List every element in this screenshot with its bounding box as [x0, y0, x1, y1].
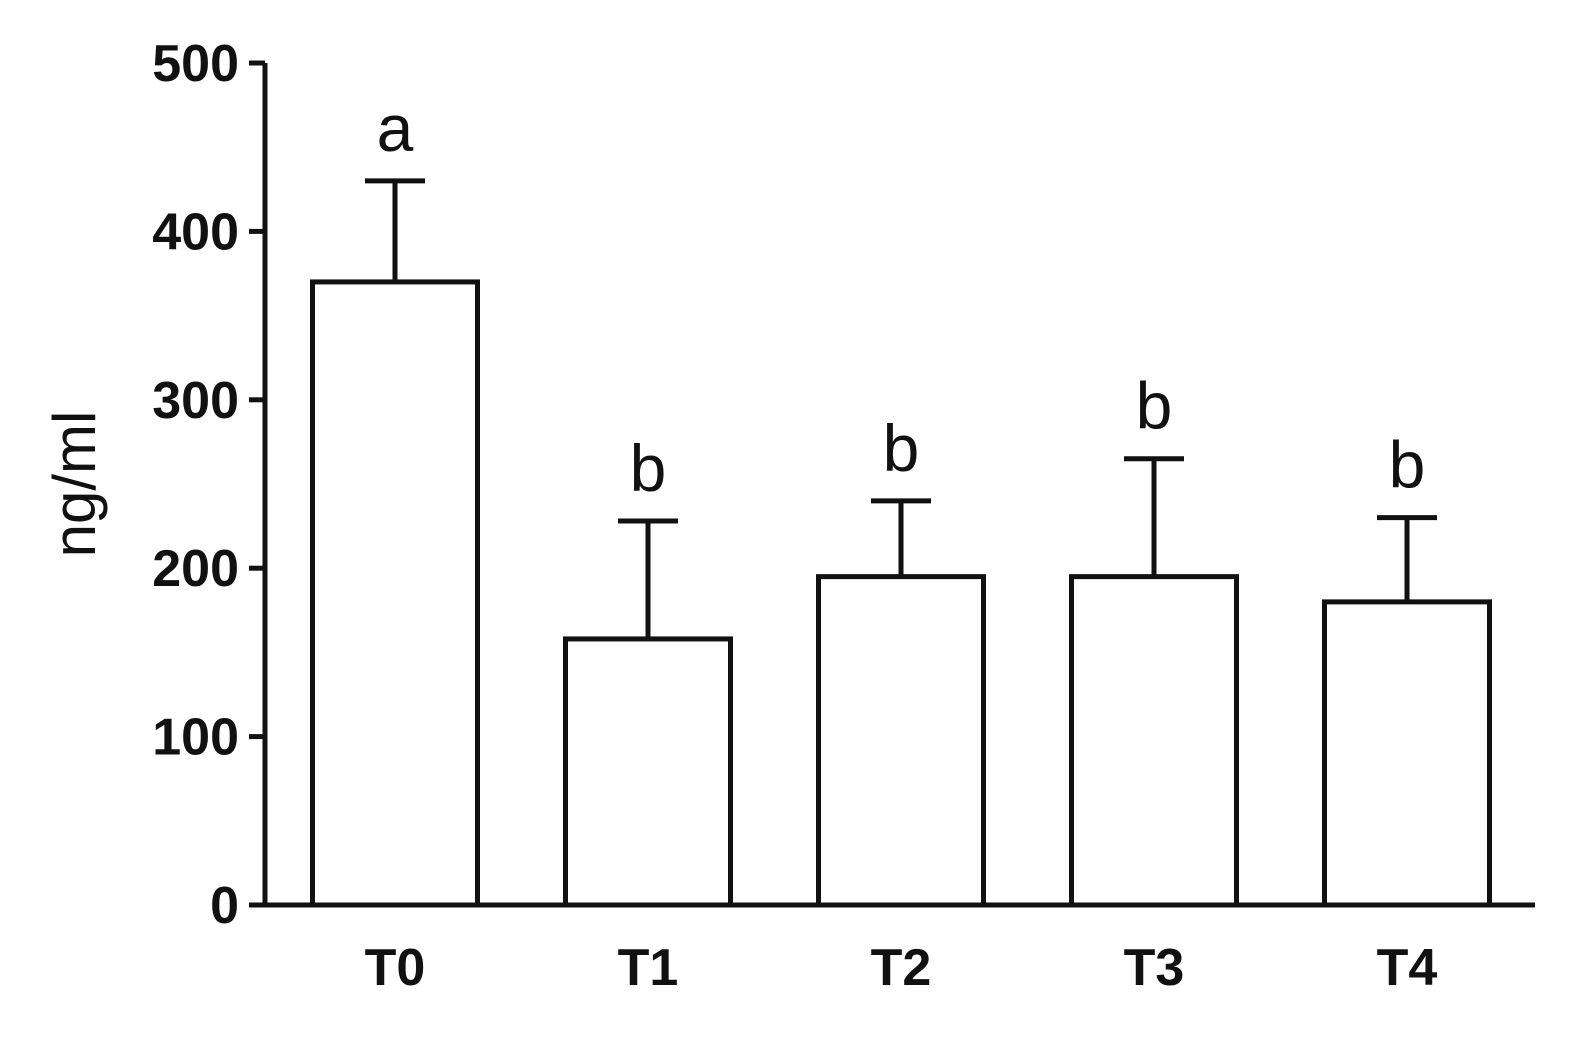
- bar-T3: [1069, 574, 1239, 908]
- y-tick-label-100: 100: [152, 709, 239, 767]
- y-tick-label-200: 200: [152, 540, 239, 598]
- error-bars-layer: [365, 178, 1437, 639]
- bar-T4: [1322, 599, 1492, 908]
- x-tick-label-T0: T0: [365, 939, 426, 997]
- significance-label-T2: b: [883, 411, 920, 485]
- axes-layer: [253, 63, 1535, 908]
- significance-label-T3: b: [1136, 369, 1173, 443]
- x-tick-label-T2: T2: [871, 939, 932, 997]
- significance-labels-layer: a b b b b: [377, 91, 1426, 505]
- y-tick-label-500: 500: [152, 35, 239, 93]
- significance-label-T4: b: [1389, 428, 1426, 502]
- x-tick-label-T1: T1: [618, 939, 679, 997]
- significance-label-T1: b: [630, 431, 667, 505]
- y-tick-label-400: 400: [152, 203, 239, 261]
- bar-T1: [563, 636, 733, 908]
- bar-T0: [310, 279, 480, 908]
- y-tick-label-0: 0: [210, 877, 239, 935]
- x-tick-label-T4: T4: [1377, 939, 1438, 997]
- significance-label-T0: a: [377, 91, 414, 165]
- y-ticks-layer: 0 100 200 300 400 500: [152, 35, 265, 935]
- x-tick-labels-layer: T0 T1 T2 T3 T4: [365, 939, 1438, 997]
- y-axis-label: ng/ml: [41, 411, 108, 558]
- y-tick-label-300: 300: [152, 372, 239, 430]
- bar-T2: [816, 574, 986, 908]
- bars-layer: [310, 279, 1492, 908]
- x-tick-label-T3: T3: [1124, 939, 1185, 997]
